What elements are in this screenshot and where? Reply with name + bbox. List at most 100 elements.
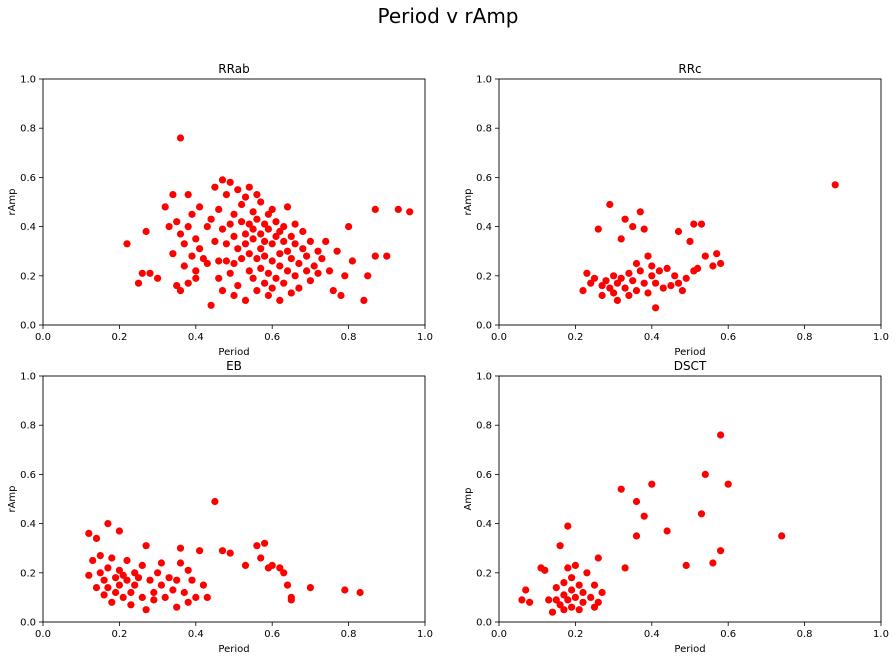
data-point xyxy=(176,134,185,142)
data-point xyxy=(394,205,402,213)
data-point xyxy=(663,527,671,535)
data-point xyxy=(602,277,610,285)
panel-dsct: DSCT 0.0 0.2 0.4 0.6 0.8 1.0 0.0 0.2 0.4 0.6 0.8 1.0… xyxy=(463,359,889,655)
data-point xyxy=(621,215,629,223)
data-point xyxy=(272,232,280,240)
data-point xyxy=(341,586,349,594)
data-point xyxy=(648,480,656,488)
data-point xyxy=(625,291,633,300)
data-point xyxy=(587,279,595,287)
x-tick-label: 0.8 xyxy=(341,629,357,640)
data-point xyxy=(161,203,169,211)
data-point xyxy=(161,593,169,602)
data-point xyxy=(594,225,602,233)
data-point xyxy=(241,240,250,248)
y-tick-label: 1.0 xyxy=(20,372,36,383)
data-point xyxy=(717,259,725,268)
data-point xyxy=(648,262,656,270)
data-point xyxy=(184,191,192,199)
data-point xyxy=(230,291,238,300)
data-point xyxy=(146,576,154,584)
data-point xyxy=(360,296,368,304)
data-point xyxy=(299,245,307,253)
data-point xyxy=(587,593,595,602)
data-point xyxy=(325,267,334,275)
data-point xyxy=(207,301,215,309)
data-point xyxy=(176,544,185,552)
data-point xyxy=(222,240,230,248)
data-point xyxy=(157,559,165,567)
data-point xyxy=(261,252,269,260)
data-point xyxy=(176,230,185,238)
y-tick-label: 0.0 xyxy=(20,618,36,629)
scatter-points xyxy=(518,431,786,616)
data-point xyxy=(131,581,139,589)
data-point xyxy=(617,485,625,493)
data-point xyxy=(674,227,683,236)
data-point xyxy=(518,596,526,604)
panel-rrc: RRc 0.0 0.2 0.4 0.6 0.8 1.0 0.0 0.2 0.4 0.6 0.8 1.0 P… xyxy=(463,62,889,358)
data-point xyxy=(640,225,648,233)
data-point xyxy=(165,574,173,582)
x-tick-label: 0.0 xyxy=(35,332,51,343)
data-point xyxy=(709,262,717,270)
data-point xyxy=(196,245,204,253)
data-point xyxy=(652,304,660,312)
data-point xyxy=(218,287,227,295)
data-point xyxy=(371,205,379,213)
data-point xyxy=(264,291,272,300)
data-point xyxy=(697,220,706,228)
x-tick-label: 0.6 xyxy=(264,332,280,343)
data-point xyxy=(272,218,280,226)
data-point xyxy=(238,218,246,226)
data-point xyxy=(119,593,127,602)
data-point xyxy=(138,269,146,277)
data-point xyxy=(556,601,564,609)
data-point xyxy=(678,287,687,295)
data-point xyxy=(134,279,143,287)
data-point xyxy=(249,235,257,243)
data-point xyxy=(249,208,257,216)
data-point xyxy=(345,223,353,231)
data-point xyxy=(701,470,709,478)
figure-title: Period v rAmp xyxy=(378,4,519,28)
data-point xyxy=(606,284,614,292)
scatter-points xyxy=(85,497,364,614)
data-point xyxy=(169,586,177,594)
data-point xyxy=(522,586,530,594)
x-tick-label: 0.2 xyxy=(567,332,583,343)
data-point xyxy=(640,512,648,520)
data-point xyxy=(652,279,660,287)
data-point xyxy=(222,191,230,199)
data-point xyxy=(257,198,265,206)
x-tick-label: 0.8 xyxy=(797,332,813,343)
data-point xyxy=(154,569,162,577)
data-point xyxy=(640,279,648,287)
data-point xyxy=(717,547,725,555)
data-point xyxy=(682,561,690,570)
data-point xyxy=(333,247,341,255)
data-point xyxy=(329,287,337,295)
y-axis-label: rAmp xyxy=(463,188,474,215)
data-point xyxy=(173,603,181,611)
data-point xyxy=(112,588,120,597)
data-point xyxy=(134,574,143,582)
data-point xyxy=(249,274,257,282)
data-point xyxy=(348,257,356,265)
data-point xyxy=(564,596,572,604)
data-point xyxy=(655,267,664,275)
data-point xyxy=(556,542,564,550)
y-tick-label: 1.0 xyxy=(20,75,36,86)
data-point xyxy=(613,296,622,304)
data-point xyxy=(694,264,702,272)
y-tick-label: 0.4 xyxy=(476,519,492,530)
data-point xyxy=(245,250,253,258)
data-point xyxy=(199,255,207,263)
data-point xyxy=(568,574,576,582)
data-point xyxy=(184,279,192,287)
data-point xyxy=(184,223,192,231)
data-point xyxy=(176,559,185,567)
data-point xyxy=(686,237,694,245)
data-point xyxy=(371,252,379,260)
